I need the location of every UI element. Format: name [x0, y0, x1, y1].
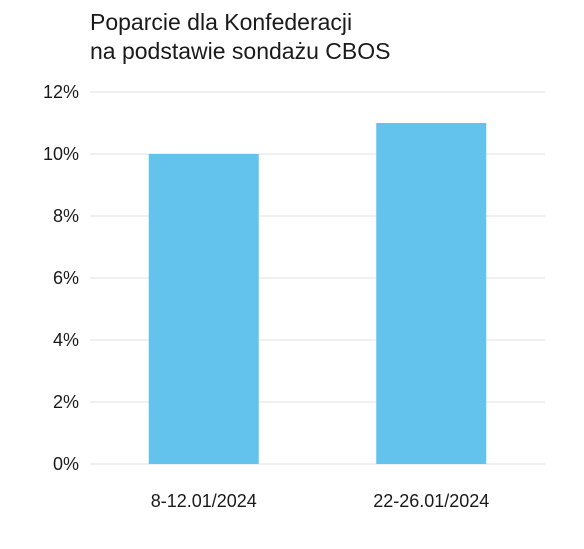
x-tick-label: 8-12.01/2024 — [151, 491, 257, 511]
y-tick-label: 2% — [53, 392, 79, 412]
chart-title-line-1: Poparcie dla Konfederacji — [90, 9, 353, 35]
bars — [148, 123, 487, 464]
chart-title-line-2: na podstawie sondażu CBOS — [90, 38, 391, 64]
x-axis-tick-labels: 8-12.01/2024 22-26.01/2024 — [151, 491, 490, 511]
x-tick-label: 22-26.01/2024 — [373, 491, 489, 511]
y-axis-tick-labels: 0% 2% 4% 6% 8% 10% 12% — [43, 82, 79, 474]
y-tick-label: 4% — [53, 330, 79, 350]
chart-title: Poparcie dla Konfederacji na podstawie s… — [90, 8, 390, 66]
y-tick-label: 10% — [43, 144, 79, 164]
y-tick-label: 12% — [43, 82, 79, 102]
bar-2 — [376, 123, 487, 464]
bar-1 — [148, 154, 259, 464]
y-tick-label: 6% — [53, 268, 79, 288]
y-tick-label: 0% — [53, 454, 79, 474]
y-tick-label: 8% — [53, 206, 79, 226]
